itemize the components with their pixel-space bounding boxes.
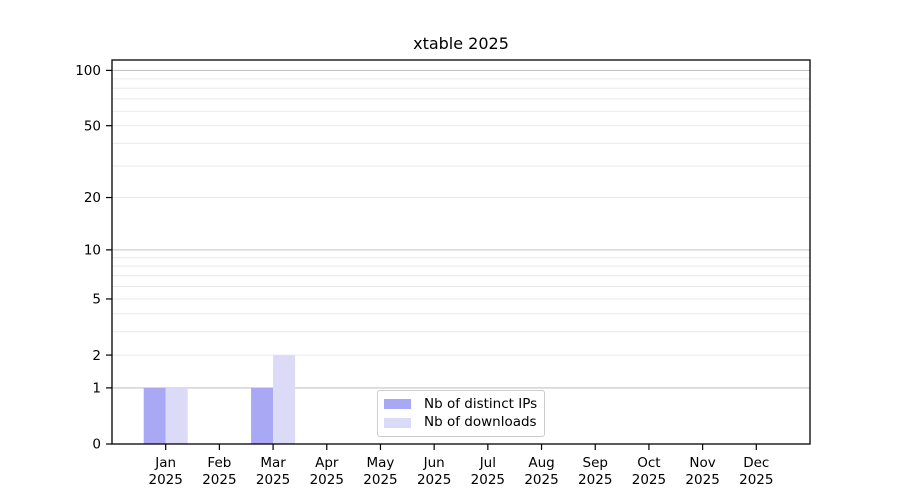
chart-title: xtable 2025 [413,34,509,53]
legend-item-downloads: Nb of downloads [384,413,538,430]
y-tick-label: 10 [84,243,101,259]
x-tick-label-month: Sep [583,455,608,471]
bar-nb-of-distinct-ips-jan [143,387,166,444]
y-tick-label: 100 [75,63,101,79]
legend-swatch-downloads [384,417,411,428]
x-tick-label-month: Jun [423,455,445,471]
x-tick-label-year: 2025 [310,472,344,488]
legend-label-downloads: Nb of downloads [424,413,537,430]
x-tick-label-month: Feb [207,455,231,471]
x-tick-label-month: Aug [528,455,554,471]
bar-nb-of-downloads-mar [273,355,296,444]
x-tick-label-month: Apr [315,455,339,471]
x-tick-label-year: 2025 [363,472,397,488]
legend-swatch-distinct-ips [384,399,411,410]
plot-frame [111,59,811,445]
y-tick-label: 2 [92,348,101,364]
bar-nb-of-downloads-jan [165,387,188,444]
x-tick-label-year: 2025 [578,472,612,488]
y-tick-label: 20 [84,190,101,206]
x-tick-label-year: 2025 [417,472,451,488]
x-tick-label-year: 2025 [471,472,505,488]
legend: Nb of distinct IPs Nb of downloads [377,390,545,437]
x-tick-label-year: 2025 [524,472,558,488]
bar-nb-of-distinct-ips-mar [251,387,274,444]
x-tick-label-month: Nov [689,455,715,471]
x-tick-label-month: Jul [479,455,496,471]
legend-item-distinct-ips: Nb of distinct IPs [384,395,538,412]
y-tick-label: 1 [92,381,101,397]
x-tick-label-month: Jan [154,455,176,471]
y-tick-label: 5 [92,292,101,308]
x-tick-label-year: 2025 [202,472,236,488]
x-tick-label-year: 2025 [256,472,290,488]
legend-label-distinct-ips: Nb of distinct IPs [424,395,538,412]
x-tick-label-month: Oct [637,455,660,471]
x-tick-label-year: 2025 [739,472,773,488]
x-tick-label-month: Dec [743,455,769,471]
y-tick-label: 0 [92,437,101,453]
y-tick-label: 50 [84,118,101,134]
x-tick-label-year: 2025 [685,472,719,488]
x-tick-label-year: 2025 [632,472,666,488]
x-tick-label-month: May [367,455,395,471]
x-tick-label-year: 2025 [149,472,183,488]
x-tick-label-month: Mar [260,455,286,471]
